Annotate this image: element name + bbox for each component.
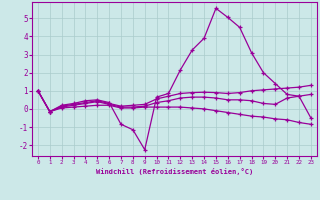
X-axis label: Windchill (Refroidissement éolien,°C): Windchill (Refroidissement éolien,°C): [96, 168, 253, 175]
